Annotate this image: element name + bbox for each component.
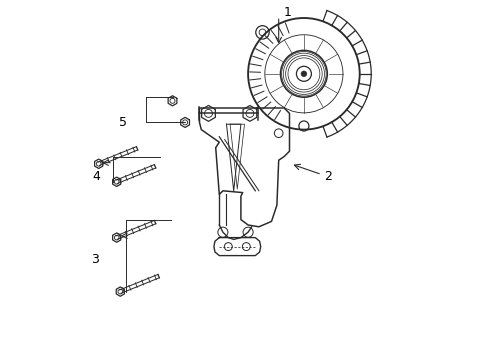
Text: 4: 4 bbox=[92, 170, 100, 183]
Text: 3: 3 bbox=[91, 253, 99, 266]
Text: 1: 1 bbox=[283, 6, 291, 19]
Text: 5: 5 bbox=[119, 116, 127, 129]
Circle shape bbox=[301, 71, 306, 77]
Text: 2: 2 bbox=[323, 170, 331, 183]
